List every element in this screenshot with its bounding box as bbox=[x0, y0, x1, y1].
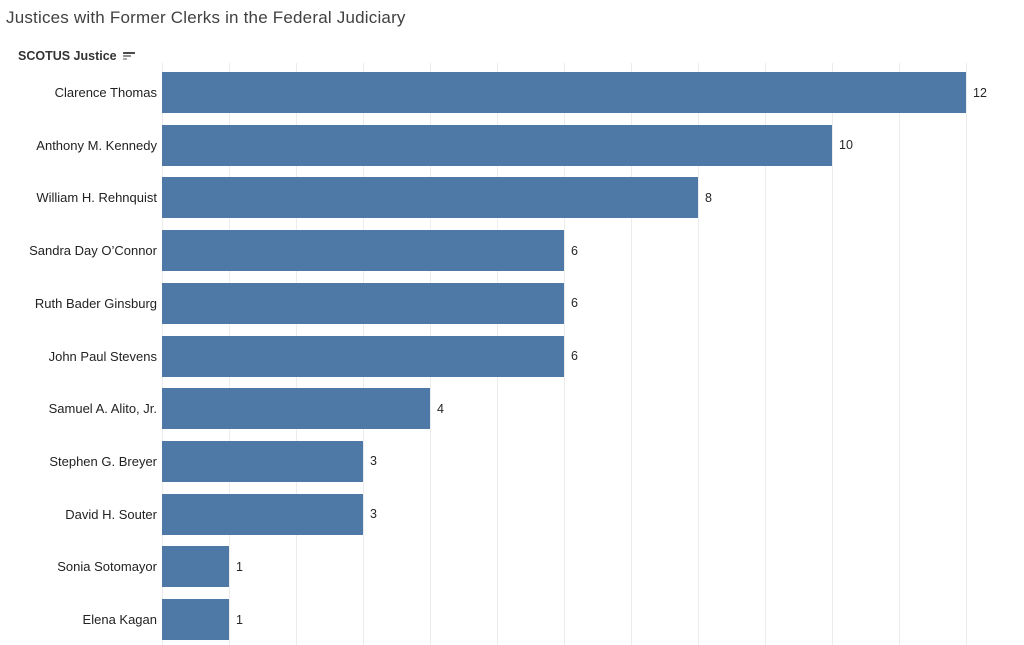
bar[interactable] bbox=[162, 335, 564, 377]
value-label: 6 bbox=[571, 349, 578, 363]
category-label: Anthony M. Kennedy bbox=[36, 137, 157, 153]
column-header-label: SCOTUS Justice bbox=[18, 49, 117, 63]
category-label: Ruth Bader Ginsburg bbox=[34, 295, 157, 311]
bar[interactable] bbox=[162, 124, 832, 166]
value-label: 4 bbox=[437, 401, 444, 416]
bar[interactable] bbox=[162, 599, 229, 640]
bar[interactable] bbox=[162, 493, 363, 535]
bar[interactable] bbox=[162, 440, 363, 482]
category-label: John Paul Stevens bbox=[48, 348, 157, 364]
category-label: Elena Kagan bbox=[82, 612, 157, 627]
gridline bbox=[698, 63, 699, 645]
category-label: Samuel A. Alito, Jr. bbox=[48, 401, 157, 417]
category-label: Clarence Thomas bbox=[54, 85, 157, 100]
category-label: William H. Rehnquist bbox=[36, 190, 157, 206]
value-label: 3 bbox=[370, 454, 377, 469]
bar[interactable] bbox=[162, 282, 564, 324]
sort-descending-icon[interactable] bbox=[122, 52, 135, 60]
value-label: 6 bbox=[571, 243, 578, 258]
gridline bbox=[564, 63, 565, 645]
category-label: Sandra Day O’Connor bbox=[29, 243, 157, 259]
bar[interactable] bbox=[162, 177, 698, 219]
value-label: 1 bbox=[236, 559, 243, 574]
chart-title: Justices with Former Clerks in the Feder… bbox=[6, 8, 406, 27]
value-label: 1 bbox=[236, 612, 243, 627]
category-label: Stephen G. Breyer bbox=[49, 453, 157, 469]
gridline bbox=[832, 63, 833, 645]
bar[interactable] bbox=[162, 388, 430, 430]
value-label: 3 bbox=[370, 507, 377, 522]
gridline bbox=[765, 63, 766, 645]
gridline bbox=[966, 63, 967, 645]
bar[interactable] bbox=[162, 546, 229, 588]
bar[interactable] bbox=[162, 230, 564, 272]
category-label: Sonia Sotomayor bbox=[57, 559, 157, 575]
value-label: 8 bbox=[705, 190, 712, 205]
column-header-sort-control[interactable]: SCOTUS Justice bbox=[18, 48, 135, 64]
value-label: 12 bbox=[973, 85, 987, 100]
category-label: David H. Souter bbox=[65, 506, 157, 522]
gridline bbox=[899, 63, 900, 645]
bar[interactable] bbox=[162, 72, 966, 113]
value-label: 6 bbox=[571, 296, 578, 311]
gridline bbox=[631, 63, 632, 645]
value-label: 10 bbox=[839, 138, 853, 153]
